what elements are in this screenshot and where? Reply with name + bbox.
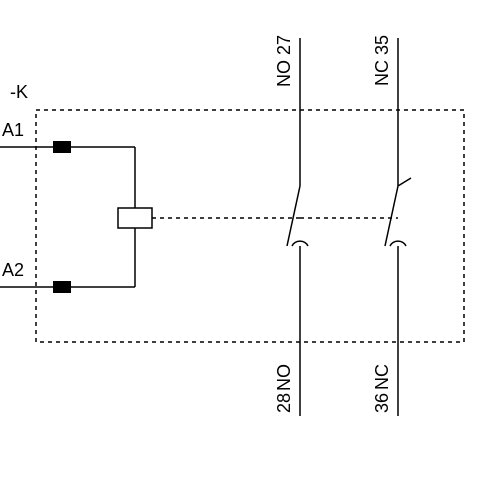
device-label: -K — [10, 82, 28, 103]
terminal-a1 — [53, 141, 71, 153]
label-nc-top-num: 35 — [372, 35, 393, 55]
coil-rect — [118, 208, 152, 228]
schematic-canvas: -K A1 A2 NO 27 NC 35 28 NO 36 NC — [0, 0, 500, 500]
no-arc — [292, 241, 308, 246]
label-no-top: NO — [274, 60, 295, 87]
label-nc-bot: NC — [372, 364, 393, 390]
label-no-top-num: 27 — [274, 35, 295, 55]
label-no-bot: NO — [274, 364, 295, 391]
no-blade — [287, 186, 300, 246]
nc-arc — [390, 241, 406, 246]
label-a2: A2 — [2, 260, 24, 281]
nc-blade — [385, 186, 398, 246]
terminal-a2 — [53, 281, 71, 293]
label-no-bot-num: 28 — [274, 393, 295, 413]
label-nc-bot-num: 36 — [372, 393, 393, 413]
nc-tick — [398, 178, 411, 186]
label-nc-top: NC — [372, 60, 393, 86]
enclosure-box — [36, 110, 464, 342]
label-a1: A1 — [2, 120, 24, 141]
schematic-svg — [0, 0, 500, 500]
